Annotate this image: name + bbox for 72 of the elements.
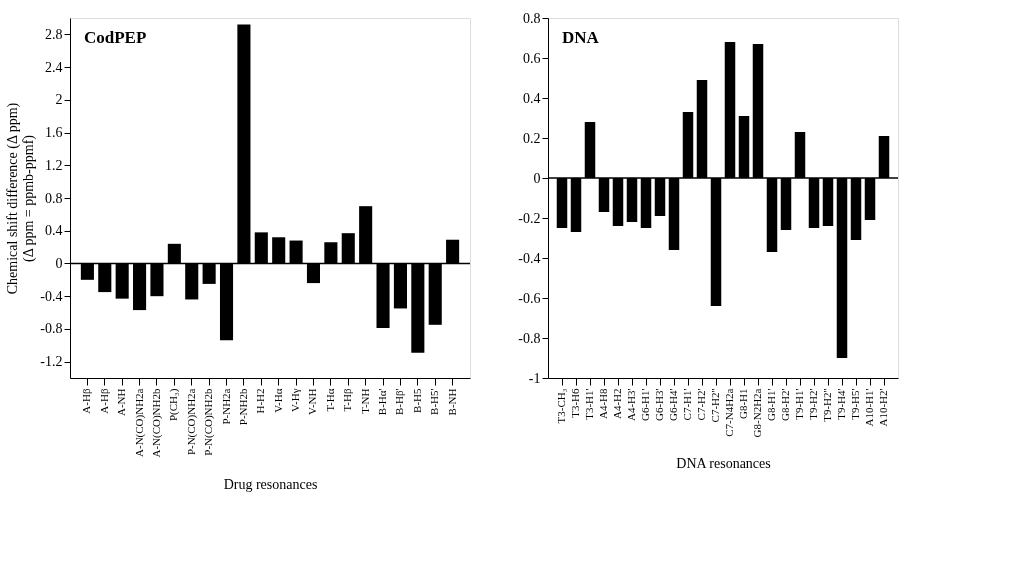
text: DNA xyxy=(562,28,600,47)
x-tick-label: T-Hα xyxy=(323,388,336,412)
text: CodPEP xyxy=(84,28,147,47)
x-tick-label: A-N(CO)NH2a xyxy=(132,388,146,457)
x-tick-label: C7-H1' xyxy=(681,388,693,421)
x-tick-label: T3-H6 xyxy=(569,388,581,418)
x-tick-label: B-Hα' xyxy=(376,388,389,416)
x-tick-label: A-Hβ xyxy=(97,388,110,414)
y-tick-label: -0.4 xyxy=(518,250,541,266)
x-tick-label: A10-H1' xyxy=(863,388,875,427)
y-tick-label: -1.2 xyxy=(40,354,63,370)
y-tick-label: -0.6 xyxy=(518,290,541,306)
x-tick-label: T3-CH₃ xyxy=(555,388,567,424)
y-tick-label: 0.2 xyxy=(523,130,541,146)
x-tick-label: G8-H2' xyxy=(779,388,791,422)
y-tick-label: 0.6 xyxy=(523,50,541,66)
x-tick-label: A10-H2' xyxy=(877,388,889,427)
y-tick-label: 0 xyxy=(55,255,63,271)
x-tick-label: T9-H5' xyxy=(849,388,861,420)
x-tick-label: C7-N4H2a xyxy=(723,388,735,437)
x-tick-label: A4-H2 xyxy=(611,388,623,420)
y-tick-label: 0 xyxy=(533,170,541,186)
x-tick-label: T9-H2' xyxy=(807,388,819,420)
y-tick-label: 0.8 xyxy=(523,10,541,26)
x-tick-label: A4-H8 xyxy=(597,388,609,420)
x-tick-label: G8-N2H2a xyxy=(751,388,763,438)
y-tick-label: -0.2 xyxy=(518,210,541,226)
x-tick-label: T9-H4' xyxy=(835,388,847,420)
x-tick-label: A-N(CO)NH2b xyxy=(149,388,163,458)
x-tick-label: V-NH xyxy=(306,388,319,415)
x-tick-label: P-N(CO)NH2b xyxy=(202,388,216,456)
x-tick-label: C7-H2' xyxy=(695,388,707,421)
x-tick-label: P-NH2a xyxy=(219,388,232,425)
x-tick-label: B-H5 xyxy=(410,388,423,413)
x-tick-label: G6-H1' xyxy=(639,388,651,422)
x-axis-title: Drug resonances xyxy=(223,476,318,492)
x-tick-label: A4-H3' xyxy=(625,388,637,422)
y-tick-label: 1.2 xyxy=(45,157,63,173)
x-tick-label: A-NH xyxy=(115,388,128,416)
y-tick-label: 2.4 xyxy=(45,59,63,75)
x-tick-label: G6-H3' xyxy=(653,388,665,422)
y-tick-label: 1.6 xyxy=(45,125,63,141)
x-tick-label: T-NH xyxy=(358,388,371,414)
x-tick-label: G8-H1' xyxy=(765,388,777,422)
x-tick-label: G6-H4' xyxy=(667,388,679,422)
x-tick-label: G8-H1 xyxy=(737,388,749,420)
y-tick-label: 2 xyxy=(55,92,63,108)
x-tick-label: C7-H2'' xyxy=(709,388,721,423)
x-tick-label: B-H5' xyxy=(428,388,441,415)
y-tick-label: -0.8 xyxy=(40,321,63,337)
x-axis-title: DNA resonances xyxy=(676,456,771,472)
x-tick-label: T3-H1' xyxy=(583,388,595,420)
y-tick-label: -0.4 xyxy=(40,288,63,304)
y-tick-label: 0.8 xyxy=(45,190,63,206)
y-tick-label: -1 xyxy=(528,370,541,386)
x-tick-label: B-Hβ' xyxy=(393,388,406,416)
x-tick-label: P-N(CO)NH2a xyxy=(184,388,198,456)
x-tick-label: T9-H2'' xyxy=(821,388,833,422)
x-tick-label: P(CH₃) xyxy=(167,388,181,422)
y-tick-label: 0.4 xyxy=(523,90,541,106)
x-tick-label: P-NH2b xyxy=(236,388,249,426)
y-tick-label: -0.8 xyxy=(518,330,541,346)
x-tick-label: T-Hβ xyxy=(341,388,354,412)
x-tick-label: B-NH xyxy=(445,388,458,416)
y-tick-label: 0.4 xyxy=(45,223,63,239)
x-tick-label: H-H2 xyxy=(254,388,267,414)
x-tick-label: V-Hα xyxy=(271,388,284,413)
y-axis-title: Chemical shift difference (Δ ppm) (Δ ppm = ppmb-ppmf) xyxy=(5,102,38,295)
x-tick-label: T9-H1' xyxy=(793,388,805,420)
x-tick-label: A-Hβ xyxy=(80,388,93,414)
x-tick-label: V-Hγ xyxy=(289,388,302,412)
y-tick-label: 2.8 xyxy=(45,26,63,42)
